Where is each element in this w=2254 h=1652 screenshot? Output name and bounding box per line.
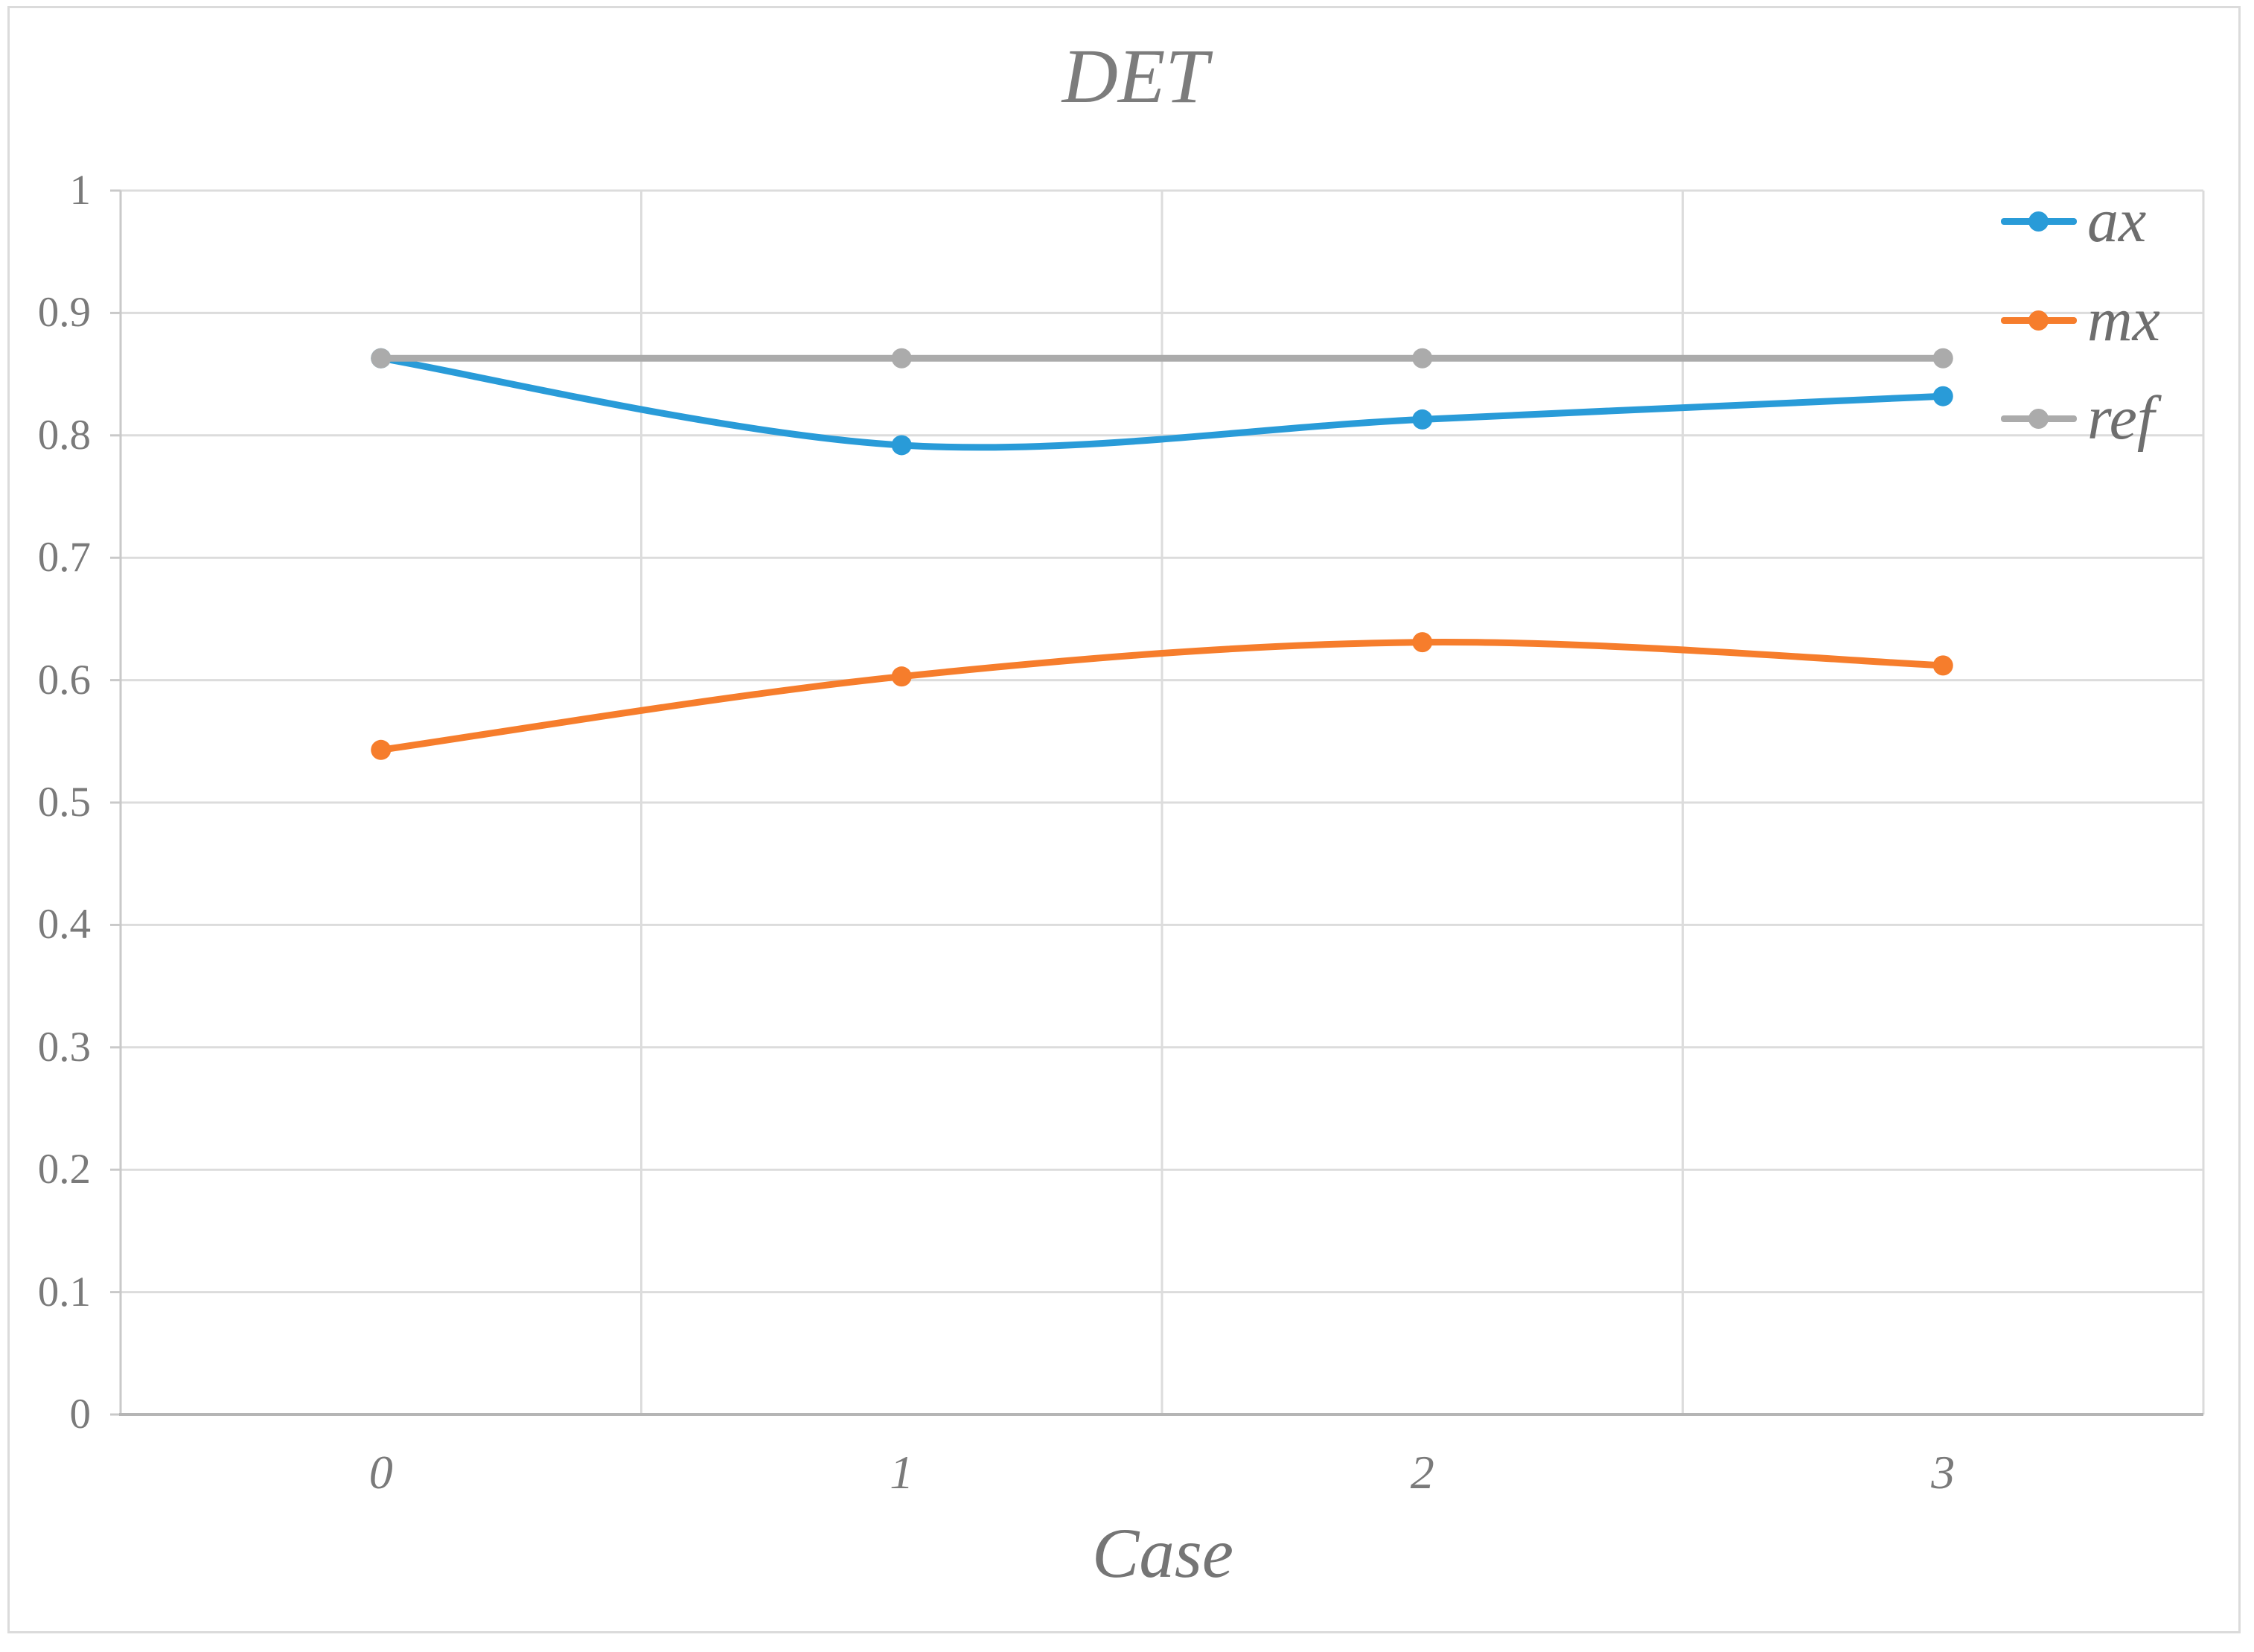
legend-marker-icon (2001, 408, 2077, 429)
y-tick-label: 0.4 (37, 901, 91, 948)
y-tick-label: 0.3 (37, 1023, 91, 1071)
series-marker-ax (1932, 386, 1953, 406)
series-marker-ref (1412, 348, 1433, 369)
y-tick-label: 0.2 (37, 1146, 91, 1193)
y-tick-label: 0.5 (37, 779, 91, 826)
series-marker-mx (1412, 632, 1433, 653)
series-marker-mx (371, 739, 392, 760)
series-line-ax (377, 354, 1947, 451)
legend-label: mx (2087, 285, 2160, 354)
legend-dot-icon (2028, 310, 2049, 331)
y-tick-label: 0.8 (37, 411, 91, 459)
legend-marker-icon (2001, 310, 2077, 331)
legend-label: ax (2087, 186, 2147, 255)
y-tick-label: 0.7 (37, 534, 91, 581)
legend-marker-icon (2001, 211, 2077, 232)
legend-entry-ref: ref (2001, 377, 2154, 460)
x-tick-label: 0 (368, 1446, 393, 1499)
y-tick-label: 1 (69, 167, 92, 214)
legend-entry-mx: mx (2001, 278, 2160, 362)
x-tick-label: 1 (890, 1446, 914, 1499)
series-marker-ref (1932, 348, 1953, 369)
y-tick-label: 0.1 (37, 1268, 91, 1315)
x-axis-title: Case (1092, 1514, 1233, 1592)
series-marker-mx (891, 666, 912, 687)
legend-dot-icon (2028, 211, 2049, 232)
series-line-mx (377, 638, 1947, 753)
legend-label: ref (2087, 383, 2155, 453)
chart-title: DET (1061, 34, 1209, 119)
series-marker-ax (1412, 409, 1433, 430)
series-marker-mx (1932, 655, 1953, 676)
x-tick-label: 2 (1410, 1446, 1434, 1499)
legend-entry-ax: ax (2001, 179, 2146, 263)
legend-dot-icon (2028, 409, 2049, 429)
series-marker-ax (891, 435, 912, 456)
y-tick-label: 0.9 (37, 289, 91, 337)
y-tick-label: 0.6 (37, 656, 91, 704)
series-marker-ref (371, 348, 392, 369)
x-tick-label: 3 (1931, 1446, 1956, 1499)
chart-outer-border (7, 6, 2241, 1633)
series-marker-ref (891, 348, 912, 369)
y-tick-label: 0 (69, 1391, 92, 1438)
